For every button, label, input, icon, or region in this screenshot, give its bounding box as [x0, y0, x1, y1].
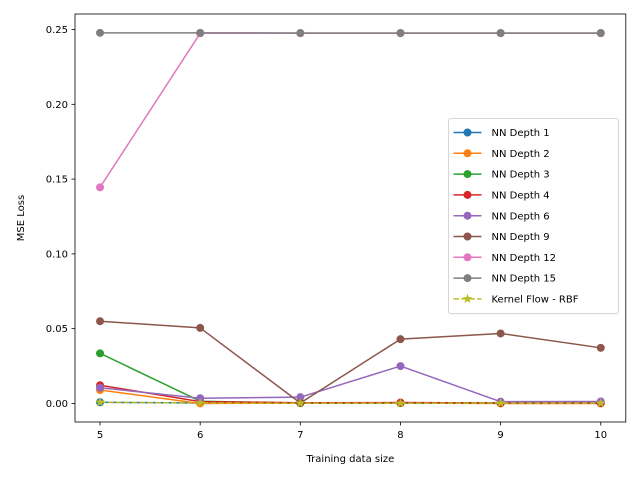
legend-marker-nn-depth-12 [463, 253, 472, 262]
legend-label-nn-depth-12: NN Depth 12 [492, 253, 557, 264]
legend-box [448, 118, 619, 315]
data-point-nn-depth-9 [396, 335, 405, 344]
legend-item-kernel-flow-rbf: Kernel Flow - RBF [453, 293, 579, 306]
x-tick-label: 7 [297, 430, 303, 441]
data-point-nn-depth-15 [496, 28, 505, 37]
data-point-nn-depth-6 [96, 383, 105, 392]
legend-marker-nn-depth-6 [463, 211, 472, 220]
data-point-kernel-flow-rbf [95, 397, 105, 407]
legend-item-nn-depth-1: NN Depth 1 [453, 128, 550, 139]
data-point-kernel-flow-rbf [295, 397, 306, 408]
data-point-nn-depth-9 [596, 343, 605, 352]
legend-label-nn-depth-2: NN Depth 2 [492, 149, 550, 160]
data-point-nn-depth-6 [296, 393, 305, 402]
y-axis-label: MSE Loss [16, 195, 27, 241]
series-nn-depth-9 [96, 317, 605, 408]
data-point-kernel-flow-rbf [595, 397, 606, 408]
legend-marker-kernel-flow-rbf [462, 293, 473, 304]
y-tick-label: 0.20 [46, 100, 68, 111]
series-layer [95, 28, 606, 408]
legend-item-nn-depth-3: NN Depth 3 [453, 170, 550, 181]
plot-frame [74, 13, 627, 423]
legend-marker-nn-depth-4 [463, 190, 472, 199]
y-tick-label: 0.10 [46, 249, 68, 260]
legend-item-nn-depth-4: NN Depth 4 [453, 190, 550, 202]
y-tick-label: 0.25 [46, 25, 68, 36]
legend-marker-nn-depth-3 [463, 170, 472, 179]
series-nn-depth-15 [96, 28, 605, 37]
data-point-nn-depth-12 [96, 183, 105, 192]
data-point-nn-depth-9 [96, 317, 105, 326]
legend-item-nn-depth-2: NN Depth 2 [453, 149, 550, 160]
legend-label-nn-depth-1: NN Depth 1 [492, 128, 550, 139]
legend-item-nn-depth-12: NN Depth 12 [453, 253, 557, 264]
axes-layer: 5 6 7 8 9 10 0.00 0.05 0.10 0.15 0.20 0.25 [46, 13, 627, 441]
x-tick-label: 5 [97, 430, 103, 441]
y-tick-label: 0.05 [46, 324, 68, 335]
data-point-nn-depth-15 [596, 28, 605, 37]
data-point-nn-depth-9 [496, 329, 505, 338]
data-point-nn-depth-15 [396, 28, 405, 37]
legend-label-nn-depth-4: NN Depth 4 [492, 191, 550, 202]
data-point-nn-depth-15 [296, 28, 305, 37]
y-tick-label: 0.15 [46, 175, 68, 186]
x-tick-label: 10 [594, 430, 607, 441]
x-axis-label: Training data size [306, 454, 395, 465]
data-point-nn-depth-6 [396, 362, 405, 371]
x-tick-label: 8 [397, 430, 403, 441]
legend-marker-nn-depth-2 [463, 149, 472, 158]
legend-marker-nn-depth-15 [463, 274, 472, 283]
legend-label-kernel-flow-rbf: Kernel Flow - RBF [492, 295, 579, 306]
legend-label-nn-depth-15: NN Depth 15 [492, 274, 557, 285]
data-point-nn-depth-15 [96, 28, 105, 37]
data-point-nn-depth-3 [96, 349, 105, 358]
series-line-nn-depth-6 [99, 365, 601, 403]
data-point-kernel-flow-rbf [195, 397, 206, 408]
series-kernel-flow-rbf [95, 397, 606, 408]
data-point-kernel-flow-rbf [495, 397, 506, 408]
legend-item-nn-depth-15: NN Depth 15 [453, 274, 557, 285]
legend-marker-nn-depth-1 [463, 128, 472, 137]
x-tick-label: 9 [497, 430, 503, 441]
data-point-nn-depth-15 [196, 28, 205, 37]
data-point-nn-depth-9 [196, 323, 205, 332]
legend-label-nn-depth-3: NN Depth 3 [492, 170, 550, 181]
legend: NN Depth 1 NN Depth 2 NN Depth 3 NN Depth 4… [448, 118, 619, 315]
series-line-kernel-flow-rbf [100, 401, 601, 404]
legend-item-nn-depth-6: NN Depth 6 [453, 211, 550, 222]
y-tick-label: 0.00 [46, 399, 68, 410]
legend-label-nn-depth-6: NN Depth 6 [492, 211, 550, 222]
legend-item-nn-depth-9: NN Depth 9 [453, 232, 550, 243]
legend-marker-nn-depth-9 [463, 232, 472, 241]
series-line-nn-depth-9 [99, 320, 601, 404]
legend-label-nn-depth-9: NN Depth 9 [492, 232, 550, 243]
data-point-kernel-flow-rbf [395, 397, 406, 408]
x-tick-label: 6 [197, 430, 203, 441]
